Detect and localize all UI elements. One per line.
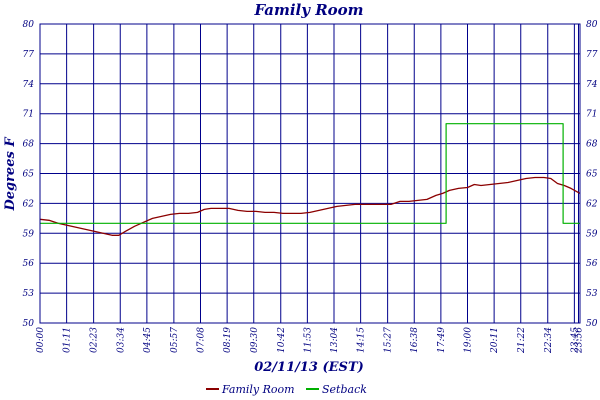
x-tick-label: 20:11 [490, 327, 500, 354]
y-tick-label: 53 [23, 289, 35, 299]
series-lines [39, 123, 581, 236]
y-tick-label: 50 [23, 319, 35, 329]
x-tick-label: 04:45 [143, 327, 153, 353]
y-tick-label: 68 [586, 140, 598, 150]
y-tick-label: 80 [23, 20, 35, 30]
y-axis-label: Degrees F [3, 137, 18, 212]
series-line-family-room [39, 176, 581, 236]
x-axis-label: 02/11/13 (EST) [254, 360, 364, 375]
y-tick-label: 80 [586, 20, 598, 30]
y-tick-label: 62 [586, 199, 598, 209]
x-tick-label: 09:30 [250, 327, 260, 353]
y-tick-label: 62 [23, 199, 35, 209]
legend-label-setback: Setback [322, 383, 367, 396]
x-tick-label: 21:22 [517, 327, 527, 354]
y-tick-label: 59 [23, 229, 35, 239]
x-tick-label: 00:00 [36, 327, 46, 353]
x-tick-label: 01:11 [63, 327, 73, 353]
y-tick-label: 50 [586, 319, 598, 329]
y-tick-label: 74 [23, 80, 35, 90]
y-tick-label: 56 [586, 259, 598, 269]
x-tick-label: 05:57 [170, 327, 180, 353]
y-tick-label: 56 [23, 259, 35, 269]
y-tick-label: 65 [23, 170, 35, 180]
x-tick-label: 10:42 [277, 327, 287, 353]
grid [39, 23, 580, 324]
x-tick-label: 02:23 [90, 327, 100, 353]
y-tick-label: 77 [586, 50, 598, 60]
y-tick-label: 71 [23, 110, 34, 120]
y-tick-label: 71 [586, 110, 597, 120]
plot-frame [39, 23, 581, 324]
x-tick-label: 11:53 [303, 327, 313, 353]
y-tick-labels-left: 50 53 56 59 62 65 68 71 74 77 80 [23, 20, 35, 329]
y-tick-label: 74 [586, 80, 598, 90]
x-tick-label: 16:38 [410, 327, 420, 353]
x-tick-label: 23:56 [574, 327, 584, 354]
x-tick-label: 03:34 [116, 327, 126, 353]
x-tick-labels: 00:00 01:11 02:23 03:34 04:45 05:57 07:08 08:19… [36, 327, 584, 354]
x-tick-label: 14:15 [357, 327, 367, 353]
series-line-setback [40, 123, 580, 224]
y-tick-label: 59 [586, 229, 598, 239]
y-tick-labels-right: 50 53 56 59 62 65 68 71 74 77 80 [586, 20, 598, 329]
y-tick-label: 65 [586, 170, 598, 180]
x-tick-label: 07:08 [196, 327, 206, 353]
y-tick-label: 77 [23, 50, 35, 60]
x-tick-label: 13:04 [330, 327, 340, 353]
y-tick-label: 53 [586, 289, 598, 299]
x-tick-label: 23:45 [570, 327, 580, 354]
x-tick-label: 08:19 [223, 327, 233, 353]
legend: Family Room Setback [206, 383, 367, 396]
y-tick-label: 68 [23, 140, 35, 150]
x-tick-label: 15:27 [384, 327, 394, 353]
legend-label-family-room: Family Room [221, 383, 295, 396]
chart-title: Family Room [253, 1, 363, 19]
x-tick-label: 19:00 [464, 327, 474, 353]
x-tick-label: 22:34 [544, 327, 554, 354]
x-tick-label: 17:49 [437, 327, 447, 353]
